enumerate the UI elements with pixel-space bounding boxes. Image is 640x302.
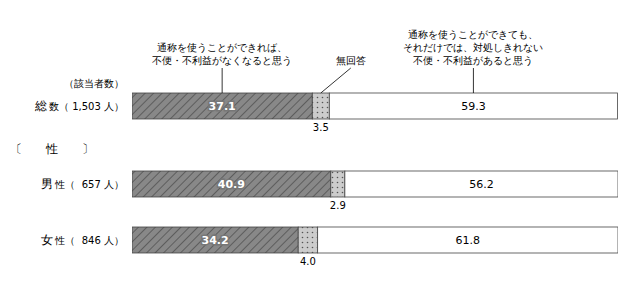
row-label: 男性（ 657 人） [41, 177, 124, 191]
bar-segment [132, 171, 331, 197]
category-label: 総 [34, 99, 47, 113]
bar-segment [132, 227, 298, 253]
legend-entry: 無回答 [336, 55, 366, 66]
legend-leader [222, 68, 223, 93]
row-label: 総数（ 1,503 人） [34, 99, 124, 113]
data-label: 56.2 [469, 178, 494, 191]
row-label: 女性（ 846 人） [41, 233, 124, 247]
bar-segment [329, 93, 617, 119]
chart: 37.1 3.5 59.3 総数（ 1,503 人） 40.9 2.9 56.2 男性（ 65… [0, 0, 640, 302]
data-label: 3.5 [313, 122, 329, 133]
bar-segment [318, 227, 618, 253]
data-label: 61.8 [456, 234, 481, 247]
legend-leader [321, 68, 351, 93]
bar-segment [331, 171, 345, 197]
data-label: 4.0 [300, 256, 316, 267]
labels: 37.1 3.5 59.3 総数（ 1,503 人） 40.9 2.9 56.2 男性（ 65… [10, 29, 543, 267]
category-label: 女 [41, 233, 53, 247]
bar-segment [312, 93, 329, 119]
count-label: （該当者数） [64, 78, 124, 89]
bar-segment [345, 171, 618, 197]
category-sublabel: 数（ 1,503 人） [49, 101, 124, 112]
data-label: 2.9 [330, 200, 346, 211]
data-label: 37.1 [209, 100, 236, 113]
bar-segment [132, 93, 312, 119]
category-label: 男 [41, 177, 53, 191]
category-sublabel: 性（ 846 人） [54, 235, 124, 246]
legend-leader [473, 68, 474, 93]
legend-entry: 通称を使うことができても、それだけでは、対処しきれない不便・不利益があると思う [403, 29, 543, 66]
category-sublabel: 性（ 657 人） [54, 179, 124, 190]
bars [132, 93, 618, 253]
data-label: 40.9 [218, 178, 245, 191]
section-label: 〔 性 〕 [10, 142, 94, 156]
legend-entry: 通称を使うことができれば、不便・不利益がなくなると思う [152, 42, 292, 66]
data-label: 34.2 [202, 234, 229, 247]
data-label: 59.3 [461, 100, 486, 113]
bar-segment [298, 227, 317, 253]
